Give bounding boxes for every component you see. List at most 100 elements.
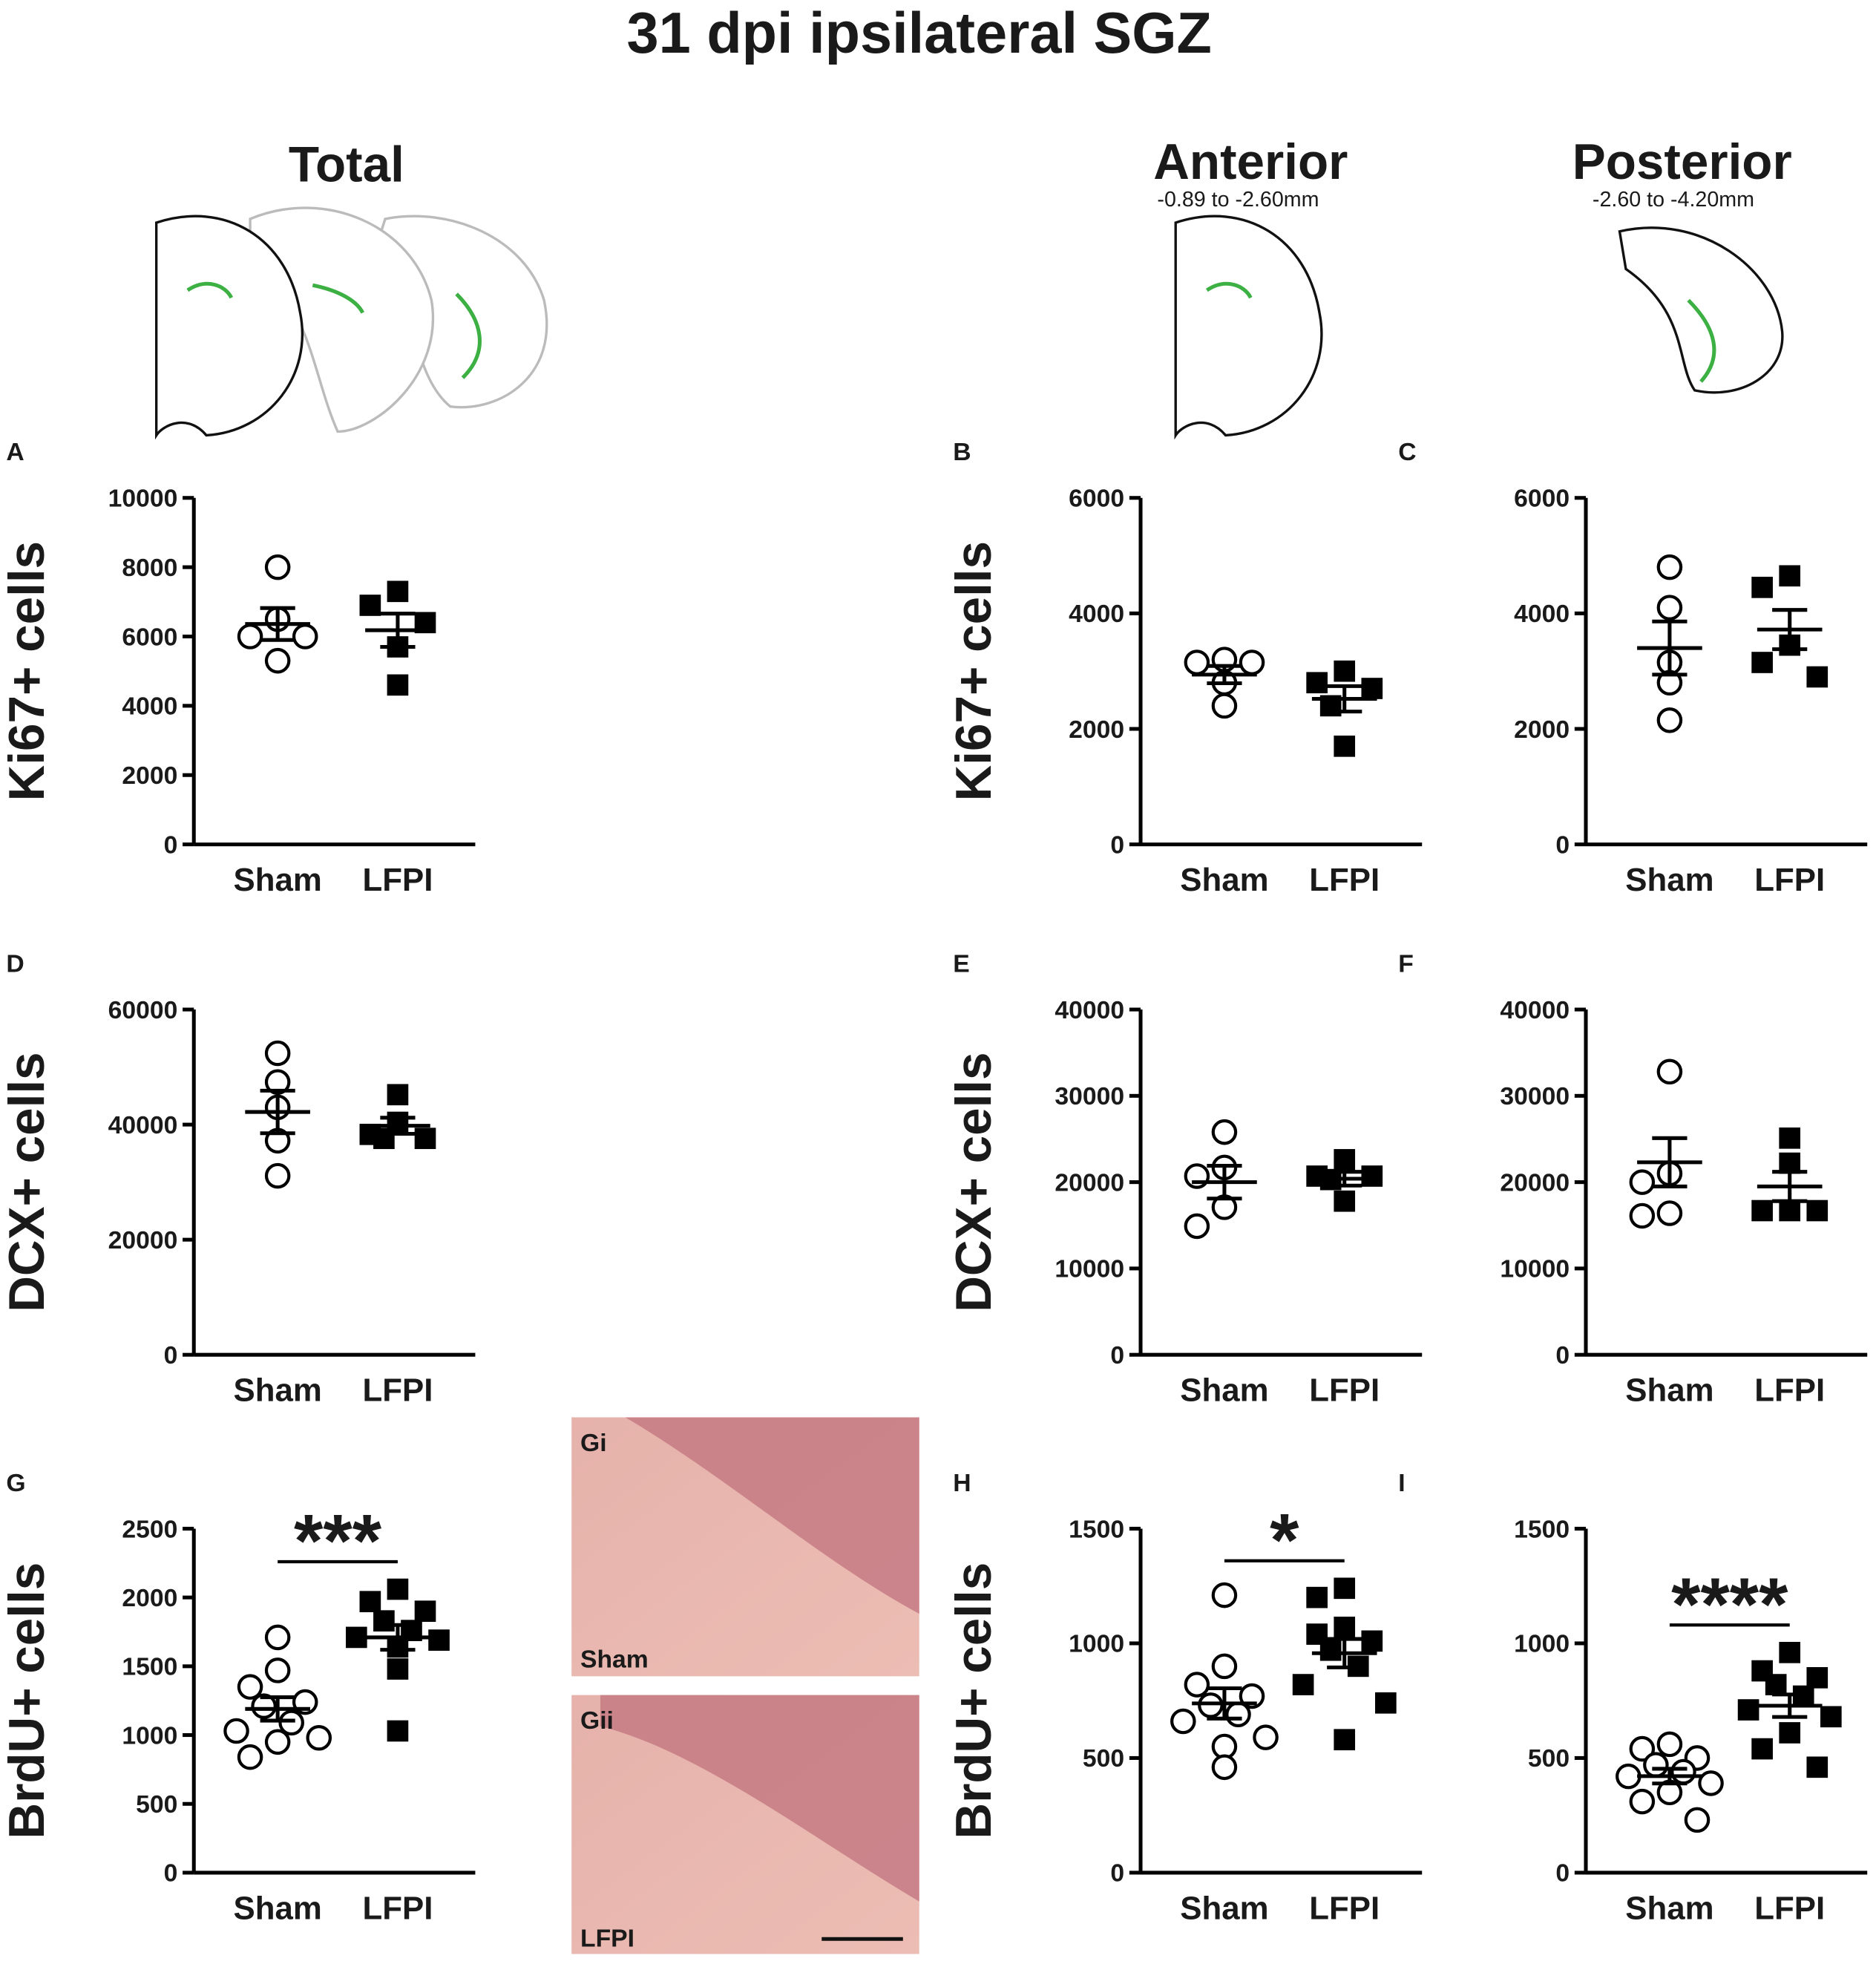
data-point: [359, 595, 381, 616]
x-tick-label: Sham: [1625, 1372, 1713, 1409]
y-tick-label: 1000: [122, 1721, 177, 1750]
micrograph-group: Sham: [580, 1646, 649, 1674]
data-point: [1375, 1692, 1397, 1714]
y-axis-label: DCX+ cells: [0, 1052, 55, 1312]
data-point: [414, 1127, 436, 1150]
y-tick-label: 30000: [1500, 1082, 1570, 1110]
data-point: [1656, 595, 1683, 621]
data-point: [1806, 1199, 1829, 1222]
column-range: -0.89 to -2.60mm: [1157, 188, 1319, 212]
y-tick-label: 2000: [1514, 716, 1570, 744]
y-tick-label: 40000: [1500, 996, 1570, 1024]
x-tick-label: LFPI: [1754, 1890, 1825, 1926]
data-point: [1616, 1763, 1642, 1790]
data-point: [359, 1591, 381, 1613]
data-point: [1751, 1738, 1773, 1760]
data-point: [237, 1744, 263, 1770]
significance-label: ****: [1671, 1562, 1788, 1646]
x-tick-label: Sham: [1180, 862, 1268, 898]
data-point: [1656, 1058, 1683, 1085]
x-tick-label: LFPI: [362, 1890, 433, 1926]
data-point: [1361, 1165, 1383, 1187]
data-point: [387, 1720, 409, 1742]
y-tick-label: 1500: [1514, 1515, 1570, 1543]
data-point: [1656, 1731, 1683, 1758]
y-axis-label: DCX+ cells: [946, 1052, 1002, 1312]
data-point: [1806, 1756, 1829, 1778]
data-point: [1751, 652, 1773, 673]
data-point: [1211, 1653, 1238, 1680]
data-point: [1334, 660, 1356, 682]
data-point: [387, 1658, 409, 1680]
y-tick-label: 6000: [122, 623, 177, 651]
brain-sketches: [154, 206, 1784, 440]
micrograph-label: Gii: [580, 1706, 614, 1735]
data-point: [1306, 672, 1328, 694]
data-point: [223, 1718, 249, 1744]
data-point: [1751, 1199, 1773, 1222]
panel-letter: H: [953, 1469, 971, 1497]
data-point: [1629, 1202, 1656, 1229]
x-tick-label: LFPI: [1309, 1372, 1380, 1409]
data-point: [278, 1709, 304, 1736]
data-point: [1629, 1735, 1656, 1762]
y-tick-label: 0: [1110, 1859, 1124, 1888]
y-tick-label: 4000: [122, 693, 177, 721]
panel-letter: G: [6, 1469, 25, 1497]
y-tick-label: 4000: [1514, 600, 1570, 628]
y-tick-label: 0: [1110, 1341, 1124, 1369]
y-tick-label: 10000: [108, 485, 178, 513]
data-point: [1239, 649, 1265, 675]
data-point: [1779, 1199, 1801, 1222]
brain-section: [1618, 226, 1784, 394]
granule-layer: [600, 1695, 919, 1902]
data-point: [1656, 554, 1683, 580]
panel-letter: F: [1398, 949, 1414, 978]
data-point: [1629, 1169, 1656, 1195]
data-point: [237, 1674, 263, 1700]
data-point: [1779, 1641, 1801, 1663]
data-point: [1779, 565, 1801, 587]
dentate-gyrus: [312, 283, 365, 314]
data-point: [1334, 1729, 1356, 1751]
data-point: [387, 1084, 409, 1106]
data-point: [428, 1629, 450, 1651]
panel-letter: I: [1398, 1469, 1405, 1497]
y-tick-label: 500: [1083, 1744, 1124, 1773]
brain-section: [249, 206, 434, 433]
y-tick-label: 0: [1555, 1859, 1570, 1888]
y-tick-label: 1000: [1069, 1630, 1124, 1658]
significance-label: *: [1270, 1498, 1299, 1582]
y-axis-label: BrdU+ cells: [946, 1562, 1002, 1839]
panel-letter: A: [6, 438, 24, 466]
y-tick-label: 30000: [1055, 1082, 1124, 1110]
data-point: [1684, 1807, 1711, 1833]
data-point: [1361, 678, 1383, 699]
y-axis-label: Ki67+ cells: [0, 541, 55, 801]
y-tick-label: 40000: [108, 1111, 178, 1139]
y-tick-label: 8000: [122, 554, 177, 582]
data-point: [1184, 1213, 1210, 1240]
data-point: [414, 1600, 436, 1623]
y-tick-label: 1500: [122, 1653, 177, 1681]
data-point: [237, 624, 263, 649]
data-point: [1361, 1630, 1383, 1652]
y-tick-label: 6000: [1514, 485, 1570, 513]
data-point: [387, 1578, 409, 1600]
x-tick-label: LFPI: [1754, 1372, 1825, 1409]
data-point: [264, 1040, 291, 1067]
data-point: [1751, 577, 1773, 598]
x-tick-label: LFPI: [1309, 862, 1380, 898]
panel-letter: C: [1398, 438, 1416, 466]
y-tick-label: 0: [164, 831, 178, 859]
panel-letter: D: [6, 949, 24, 978]
data-point: [1170, 1708, 1196, 1735]
panel-letter: E: [953, 949, 969, 978]
column-range: -2.60 to -4.20mm: [1593, 188, 1754, 212]
data-point: [373, 1610, 395, 1631]
x-tick-label: LFPI: [1754, 862, 1825, 898]
y-tick-label: 10000: [1055, 1255, 1124, 1283]
data-point: [1334, 1190, 1356, 1212]
panel-letter: B: [953, 438, 971, 466]
